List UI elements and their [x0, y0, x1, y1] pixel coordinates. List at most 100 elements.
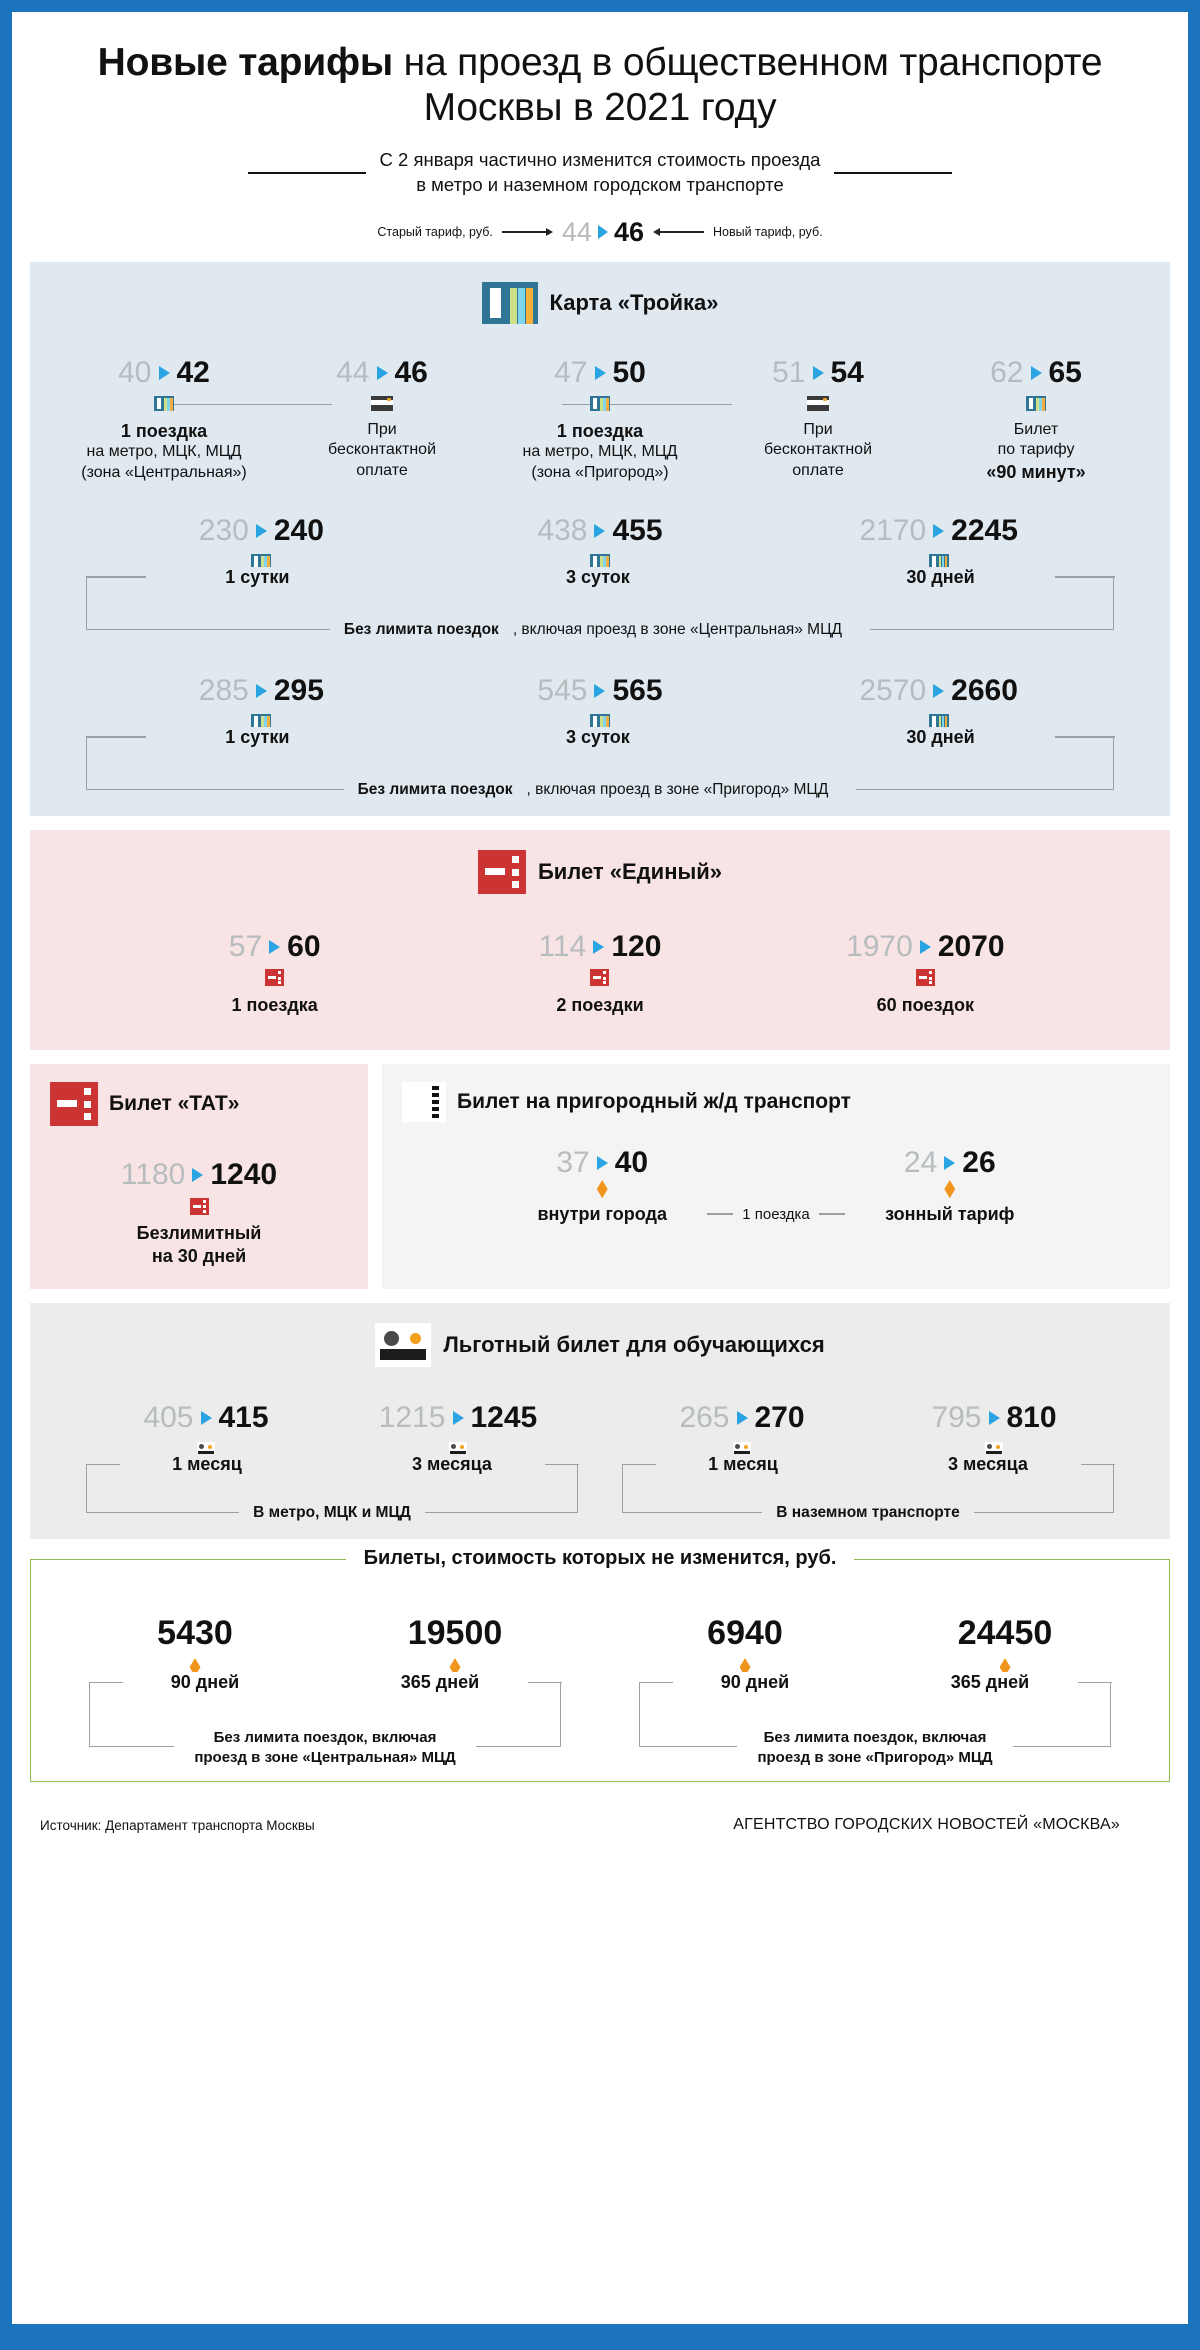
cell-caption-bold: Безлимитный: [136, 1223, 262, 1244]
price-triangle-icon: [988, 1411, 1000, 1426]
student-metro-group: 405 415 1215 1245: [80, 1401, 584, 1522]
cell-caption-line: При: [803, 420, 833, 438]
period-label: 3 суток: [553, 726, 642, 748]
rail-middle-label: 1 поездка: [707, 1206, 845, 1226]
price-triangle-icon: [593, 939, 605, 954]
price-pair: 230 240: [146, 514, 376, 548]
student-ground-bracket: 1 месяц 3 месяца В наземном транспорте: [621, 1454, 1115, 1522]
new-price: 270: [754, 1401, 805, 1435]
unchanged-groups: 5430 19500 90 дней 365 дней: [55, 1604, 1145, 1769]
red-ticket-icon: [189, 1197, 209, 1215]
period-labels: 90 дней 365 дней: [90, 1672, 560, 1694]
old-price: 285: [198, 673, 249, 707]
red-ticket-icon: [477, 849, 526, 894]
red-ticket-icon: [915, 969, 935, 987]
old-price: 37: [556, 1146, 590, 1180]
old-price: 405: [143, 1401, 194, 1435]
legend-triangle-icon: [597, 225, 608, 240]
period-label: 1 сутки: [213, 566, 302, 588]
period-label: 1 сутки: [213, 726, 302, 748]
tat-header: Билет «ТАТ»: [50, 1082, 348, 1127]
new-price: 455: [612, 513, 663, 547]
orange-diamond-icon: [999, 1658, 1011, 1677]
price-pair: 285 295: [146, 674, 376, 708]
period-price-cell: 438 455: [485, 514, 715, 578]
price-pair: 1970 2070: [800, 930, 1050, 964]
price-triangle-icon: [919, 939, 931, 954]
old-price: 47: [554, 355, 588, 389]
unchanged-title-bar: Билеты, стоимость которых не изменится, …: [31, 1547, 1169, 1570]
new-price: 2245: [951, 513, 1018, 547]
legend-arrow-right-icon: [501, 228, 553, 237]
orange-diamond-icon: [944, 1180, 956, 1199]
connector-line: [818, 1213, 845, 1215]
new-price: 120: [611, 929, 662, 963]
price-triangle-icon: [944, 1156, 956, 1171]
troika-card-icon: [590, 396, 610, 412]
troika-trip-cell: 51 54 При бесконтактной оплате: [720, 356, 916, 482]
student-card-icon: [449, 1441, 467, 1457]
new-price: 46: [394, 355, 428, 389]
orange-diamond-icon: [739, 1658, 751, 1677]
price-triangle-icon: [376, 365, 388, 380]
cell-caption-bold: 1 поездка: [231, 994, 318, 1015]
section-troika: Карта «Тройка» 40 42 1 поездка на метро,…: [30, 261, 1170, 816]
cell-caption-bold: внутри города: [537, 1204, 667, 1225]
troika-card-icon: [251, 714, 272, 730]
price-triangle-icon: [269, 939, 281, 954]
troika-card-icon: [928, 714, 949, 730]
red-ticket-icon: [50, 1082, 98, 1127]
new-price: 2660: [951, 673, 1018, 707]
price-pair: 24 26: [845, 1146, 1055, 1180]
period-label: 1 месяц: [696, 1454, 790, 1476]
red-ticket-icon: [590, 969, 610, 987]
cell-caption-line: Билет: [1013, 420, 1059, 438]
page-title-rest: на проезд в общественном транспорте Моск…: [393, 41, 1103, 130]
old-price: 1215: [378, 1401, 446, 1435]
unchanged-suburb-group: 6940 24450 90 дней 365 дней: [615, 1614, 1135, 1769]
cell-caption-line: (зона «Пригород»): [531, 463, 669, 481]
unchanged-central-prices: 5430 19500: [65, 1614, 585, 1683]
student-card-icon: [197, 1441, 215, 1457]
troika-card-icon: [1026, 396, 1046, 412]
troika-suburb-bracket: 1 сутки 3 суток 30 дней Без лимита поезд…: [85, 726, 1115, 798]
period-price-cell: 285 295: [146, 674, 376, 738]
student-card-icon: [733, 1441, 751, 1457]
red-ticket-icon: [265, 969, 285, 987]
rail-ticket-icon: [402, 1082, 446, 1123]
new-price: 50: [612, 355, 646, 389]
tat-price-cell: 1180 1240 Безлимитный на 30 дней: [50, 1132, 348, 1267]
troika-trip-cell: 62 65 Билет по тарифу «90 минут»: [938, 356, 1134, 484]
unchanged-price-cell: 24450: [910, 1614, 1100, 1683]
old-price: 1970: [846, 929, 913, 963]
price-triangle-icon: [812, 365, 824, 380]
price-pair: 51 54: [720, 356, 916, 390]
cell-caption-bold: «90 минут»: [986, 462, 1086, 483]
flat-price: 19500: [407, 1614, 503, 1653]
edinyy-header: Билет «Единый»: [52, 849, 1148, 894]
cell-caption-line: (зона «Центральная»): [81, 463, 247, 481]
unchanged-suburb-bracket: 90 дней 365 дней Без лимита поездок, вкл…: [638, 1672, 1112, 1769]
brand-text: АГЕНТСТВО ГОРОДСКИХ НОВОСТЕЙ «МОСКВА»: [733, 1816, 1120, 1834]
flat-price: 24450: [957, 1614, 1053, 1653]
student-card-icon: [985, 1441, 1003, 1457]
price-pair: 62 65: [938, 356, 1134, 390]
new-price: 810: [1006, 1401, 1057, 1435]
price-triangle-icon: [158, 365, 170, 380]
bracket-note: Без лимита поездок, включая проезд в зон…: [80, 1727, 570, 1769]
period-label: 3 суток: [553, 566, 642, 588]
troika-trip-cell: 40 42 1 поездка на метро, МЦК, МЦД (зона…: [66, 356, 262, 484]
old-price: 2570: [859, 673, 927, 707]
student-price-cell: 795 810: [904, 1401, 1084, 1465]
old-price: 51: [772, 355, 806, 389]
old-price: 230: [198, 513, 249, 547]
rail-header: Билет на пригородный ж/д транспорт: [402, 1082, 1150, 1123]
bracket-note: Без лимита поездок, включая проезд в зон…: [630, 1727, 1120, 1769]
troika-card-icon: [154, 396, 174, 412]
price-pair: 47 50: [502, 356, 698, 390]
price-triangle-icon: [200, 1411, 212, 1426]
orange-diamond-icon: [596, 1180, 608, 1199]
price-triangle-icon: [192, 1168, 204, 1183]
cell-caption-line: оплате: [356, 462, 408, 480]
period-labels: 90 дней 365 дней: [640, 1672, 1110, 1694]
